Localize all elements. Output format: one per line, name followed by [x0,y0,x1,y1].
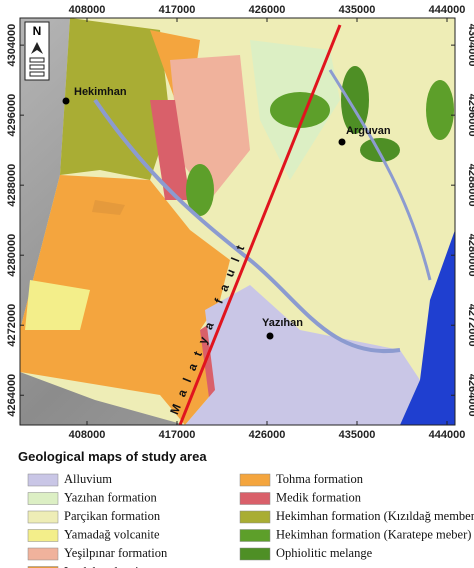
medik-area [150,100,190,200]
x-tick-label: 444000 [429,4,466,16]
y-tick-label: 4296000 [6,94,18,137]
karatepe-area [186,164,214,216]
y-tick-label: 4264000 [6,374,18,417]
lake [400,230,455,425]
town [266,332,274,340]
legend-swatch [27,547,59,561]
legend-label: Yazıhan formation [64,490,158,504]
legend-label: Medik formation [276,490,362,504]
melange-area [341,66,369,134]
legend-label: Alluvium [64,472,112,486]
legend-swatch [27,529,59,542]
map: Malatya fault Hekimhan Arguvan Yazıhan [20,18,455,425]
y-tick-label: 4280000 [6,234,18,277]
x-tick-label: 426000 [249,429,286,441]
legend-swatch [239,473,271,487]
place-label: Yazıhan [262,317,303,329]
x-tick-label: 408000 [69,4,106,16]
legend-swatch [27,566,59,568]
y-tick-label: 4288000 [466,164,474,207]
karatepe-area [426,80,454,140]
map-frame [19,17,456,426]
kizildag-area [60,18,170,180]
legend-label: Yamadağ volcanite [64,527,160,541]
legend-label: Hekimhan formation (Kızıldağ member) [276,509,474,523]
legend-swatch [27,492,59,505]
x-tick-label: 426000 [249,4,286,16]
place-label: Hekimhan [74,86,127,98]
y-tick-label: 4264000 [466,374,474,417]
x-tick-label: 444000 [429,429,466,441]
melange-area [360,138,400,162]
yamadag-area [25,280,90,330]
x-tick-label: 435000 [339,4,376,16]
leylek-area [92,200,125,215]
tohma-area [20,175,230,425]
legend-label: Tohma formation [276,472,364,486]
river [93,98,401,354]
legend-swatch [239,547,271,561]
x-tick-label: 417000 [159,429,196,441]
legend-swatch [27,473,59,487]
place-label: Arguvan [346,125,391,137]
y-tick-label: 4304000 [6,24,18,67]
x-tick-label: 417000 [159,4,196,16]
alluvium-area [185,285,420,425]
karatepe-area [270,92,330,128]
x-tick-label: 435000 [339,429,376,441]
legend-swatch [27,510,59,524]
legend-swatch [239,492,271,505]
legend-label: Leylek volcanite [64,564,148,568]
legend-label: Ophiolitic melange [276,546,373,560]
north-arrow: N [24,21,50,81]
y-tick-label: 4280000 [466,234,474,277]
x-tick-label: 408000 [69,429,106,441]
north-label: N [33,24,42,38]
town [62,97,70,105]
town [338,138,346,146]
legend-title: Geological maps of study area [18,449,207,464]
legend-label: Yeşilpınar formation [64,546,168,560]
y-tick-label: 4272000 [6,304,18,347]
river [328,69,432,281]
y-tick-label: 4296000 [466,94,474,137]
north-symbol [31,42,43,54]
north-box [24,21,50,81]
legend-swatch [239,510,271,524]
y-tick-label: 4304000 [466,24,474,67]
legend-swatch [239,529,271,542]
fault-line [178,24,342,425]
legend-label: Parçikan formation [64,509,161,523]
y-tick-label: 4272000 [466,304,474,347]
legend-label: Hekimhan formation (Karatepe meber) [276,527,471,541]
north-symbol [29,57,45,77]
y-tick-label: 4288000 [6,164,18,207]
yesilpinar-area [170,55,250,200]
